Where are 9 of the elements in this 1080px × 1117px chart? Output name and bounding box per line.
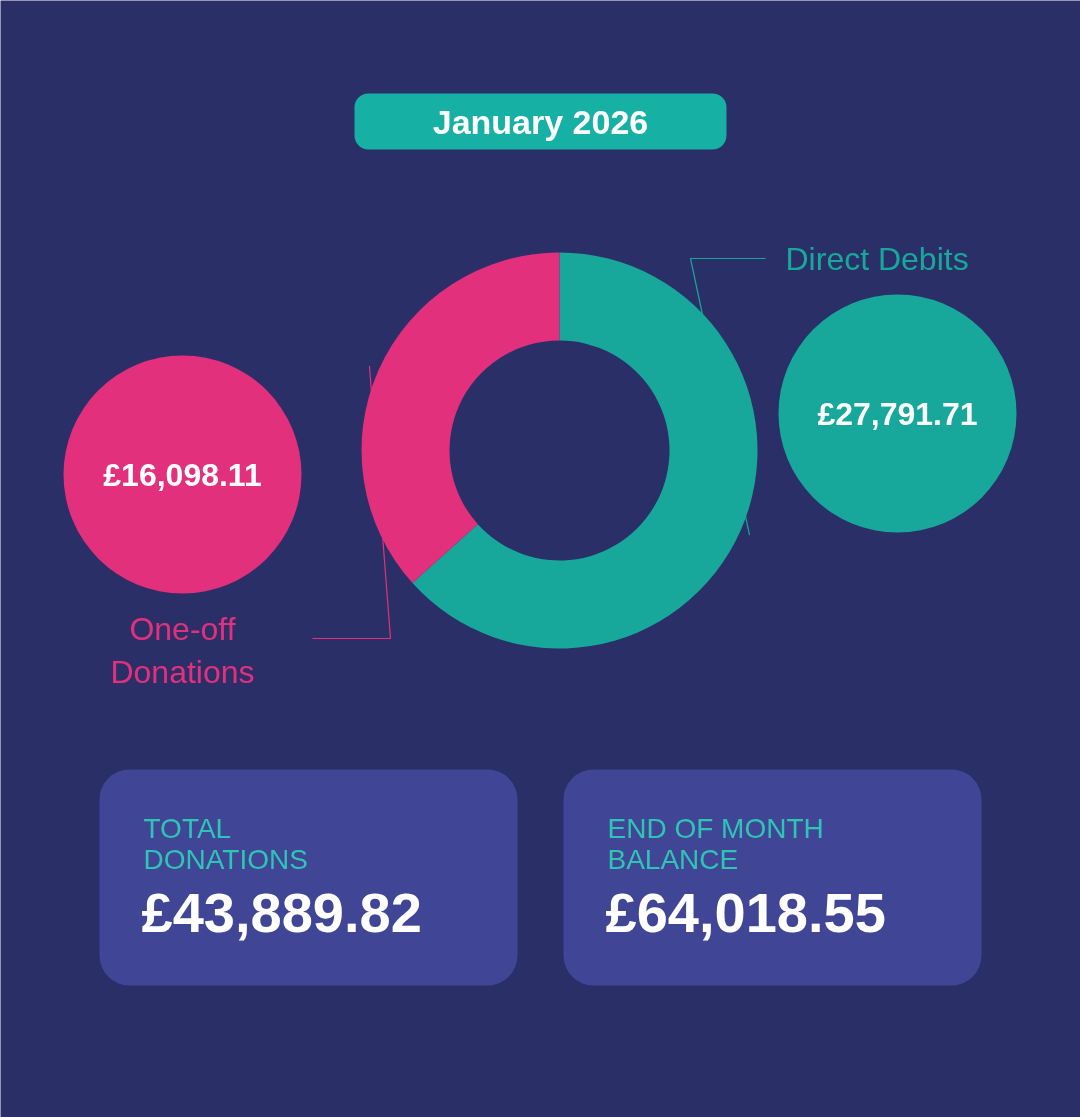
data-label: £27,791.71 [817, 395, 978, 432]
slice-label: One-off Donations [110, 610, 255, 690]
text: £64,018.55 [605, 881, 886, 944]
text: END OF MONTH BALANCE [607, 812, 824, 875]
data-label: £16,098.11 [103, 456, 262, 493]
text: £43,889.82 [141, 881, 422, 944]
text: TOTAL DONATIONS [143, 812, 308, 875]
slice-label: Direct Debits [785, 240, 969, 277]
chart-title: January 2026 [432, 102, 649, 141]
